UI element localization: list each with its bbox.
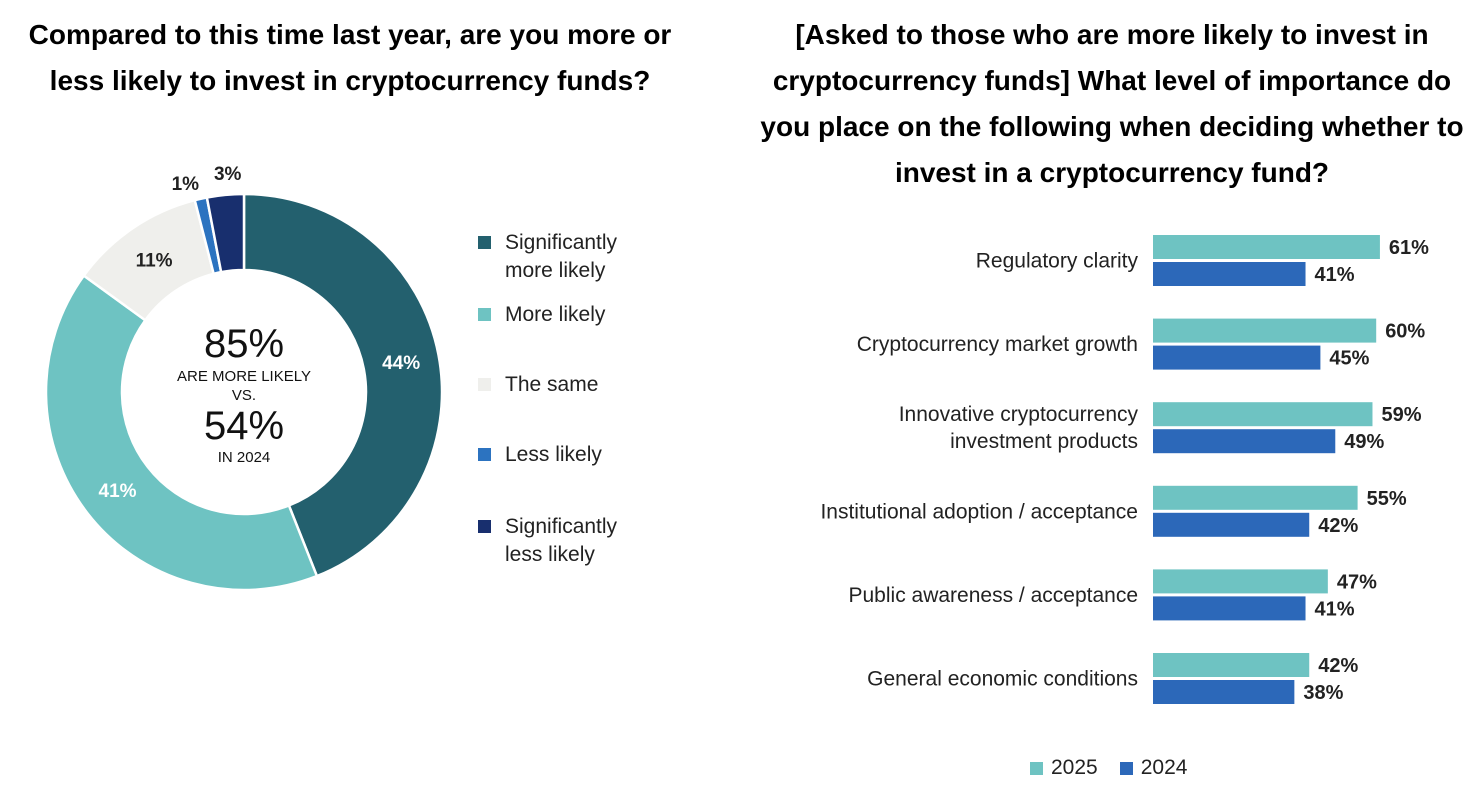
bar-value-label: 45% bbox=[1329, 348, 1369, 370]
bar-2024-4 bbox=[1153, 596, 1306, 621]
bar-2025-1 bbox=[1153, 318, 1377, 343]
category-label: investment products bbox=[950, 430, 1138, 453]
bar-value-label: 59% bbox=[1381, 404, 1421, 426]
legend-label: Significantly less likely bbox=[505, 515, 618, 566]
donut-chart: 44% 41% 11% 1% 3% 85% ARE MORE LIKELY VS.54%IN … bbox=[44, 164, 444, 592]
legend-label: 2025 bbox=[1051, 756, 1098, 779]
bar-value-label: 42% bbox=[1318, 655, 1358, 677]
bar-value-label: 60% bbox=[1385, 321, 1425, 343]
legend-label: Less likely bbox=[505, 443, 602, 466]
bar-legend-item-2024: 2024 bbox=[1119, 756, 1188, 780]
donut-slice-label-1: 41% bbox=[99, 481, 137, 502]
legend-label: The same bbox=[505, 373, 599, 396]
legend-swatch bbox=[478, 236, 491, 249]
donut-slice-4 bbox=[205, 192, 246, 274]
donut-slice-label-2: 11% bbox=[136, 251, 173, 272]
bar-2024-0 bbox=[1153, 262, 1306, 286]
category-label: Institutional adoption / acceptance bbox=[820, 500, 1138, 523]
donut-slice-label-4: 3% bbox=[214, 164, 242, 185]
bar-2025-5 bbox=[1153, 653, 1310, 677]
category-label: Cryptocurrency market growth bbox=[857, 333, 1138, 356]
legend-label: 2024 bbox=[1140, 756, 1188, 779]
bar-2025-2 bbox=[1153, 402, 1373, 427]
bar-2025-3 bbox=[1153, 485, 1358, 510]
bar-value-label: 49% bbox=[1344, 431, 1384, 453]
legend-item-2: The same bbox=[478, 371, 655, 399]
center-line-more-likely: ARE MORE LIKELY bbox=[177, 368, 311, 385]
legend-item-3: Less likely bbox=[478, 441, 655, 469]
bar-2024-1 bbox=[1153, 345, 1321, 370]
donut-slice-label-3: 1% bbox=[172, 174, 200, 195]
donut-slice-0 bbox=[242, 192, 444, 578]
donut-slice-1 bbox=[44, 273, 319, 592]
bar-value-label: 47% bbox=[1337, 571, 1377, 593]
legend-swatch bbox=[478, 448, 491, 461]
bar-value-label: 41% bbox=[1315, 264, 1355, 286]
legend-label: Significantly more likely bbox=[505, 231, 618, 282]
legend-item-4: Significantly less likely bbox=[478, 513, 655, 569]
category-label: Public awareness / acceptance bbox=[849, 584, 1139, 607]
center-big-value-2025: 85% bbox=[204, 322, 284, 366]
legend-swatch bbox=[478, 520, 491, 533]
bar-legend: 2025 2024 bbox=[1030, 756, 1209, 780]
bar-value-label: 61% bbox=[1389, 237, 1429, 259]
legend-label: More likely bbox=[505, 303, 606, 326]
bar-2024-3 bbox=[1153, 512, 1310, 537]
center-line-vs: VS. bbox=[232, 387, 256, 404]
donut-chart-title: Compared to this time last year, are you… bbox=[28, 19, 672, 96]
legend-swatch bbox=[1030, 761, 1043, 775]
legend-item-0: Significantly more likely bbox=[478, 229, 655, 285]
bar-value-label: 42% bbox=[1318, 515, 1358, 537]
legend-swatch bbox=[478, 378, 491, 391]
legend-swatch bbox=[1119, 761, 1133, 775]
center-big-value-2024: 54% bbox=[204, 404, 284, 448]
bar-value-label: 41% bbox=[1315, 598, 1355, 620]
legend-swatch bbox=[478, 308, 491, 321]
bar-value-label: 55% bbox=[1367, 488, 1407, 510]
bar-value-label: 38% bbox=[1303, 682, 1343, 704]
bar-2024-2 bbox=[1153, 429, 1336, 454]
category-label: General economic conditions bbox=[867, 668, 1138, 691]
center-line-in-2024: IN 2024 bbox=[218, 449, 271, 466]
bar-2025-4 bbox=[1153, 569, 1328, 594]
bar-chart-title: [Asked to those who are more likely to i… bbox=[760, 19, 1464, 188]
category-label: Innovative cryptocurrency bbox=[899, 403, 1139, 426]
category-label: Regulatory clarity bbox=[976, 250, 1139, 273]
donut-slice-label-0: 44% bbox=[382, 353, 420, 374]
bar-2025-0 bbox=[1153, 235, 1380, 259]
bar-legend-item-2025: 2025 bbox=[1030, 756, 1098, 780]
bar-2024-5 bbox=[1153, 680, 1295, 704]
legend-item-1: More likely bbox=[478, 301, 655, 329]
